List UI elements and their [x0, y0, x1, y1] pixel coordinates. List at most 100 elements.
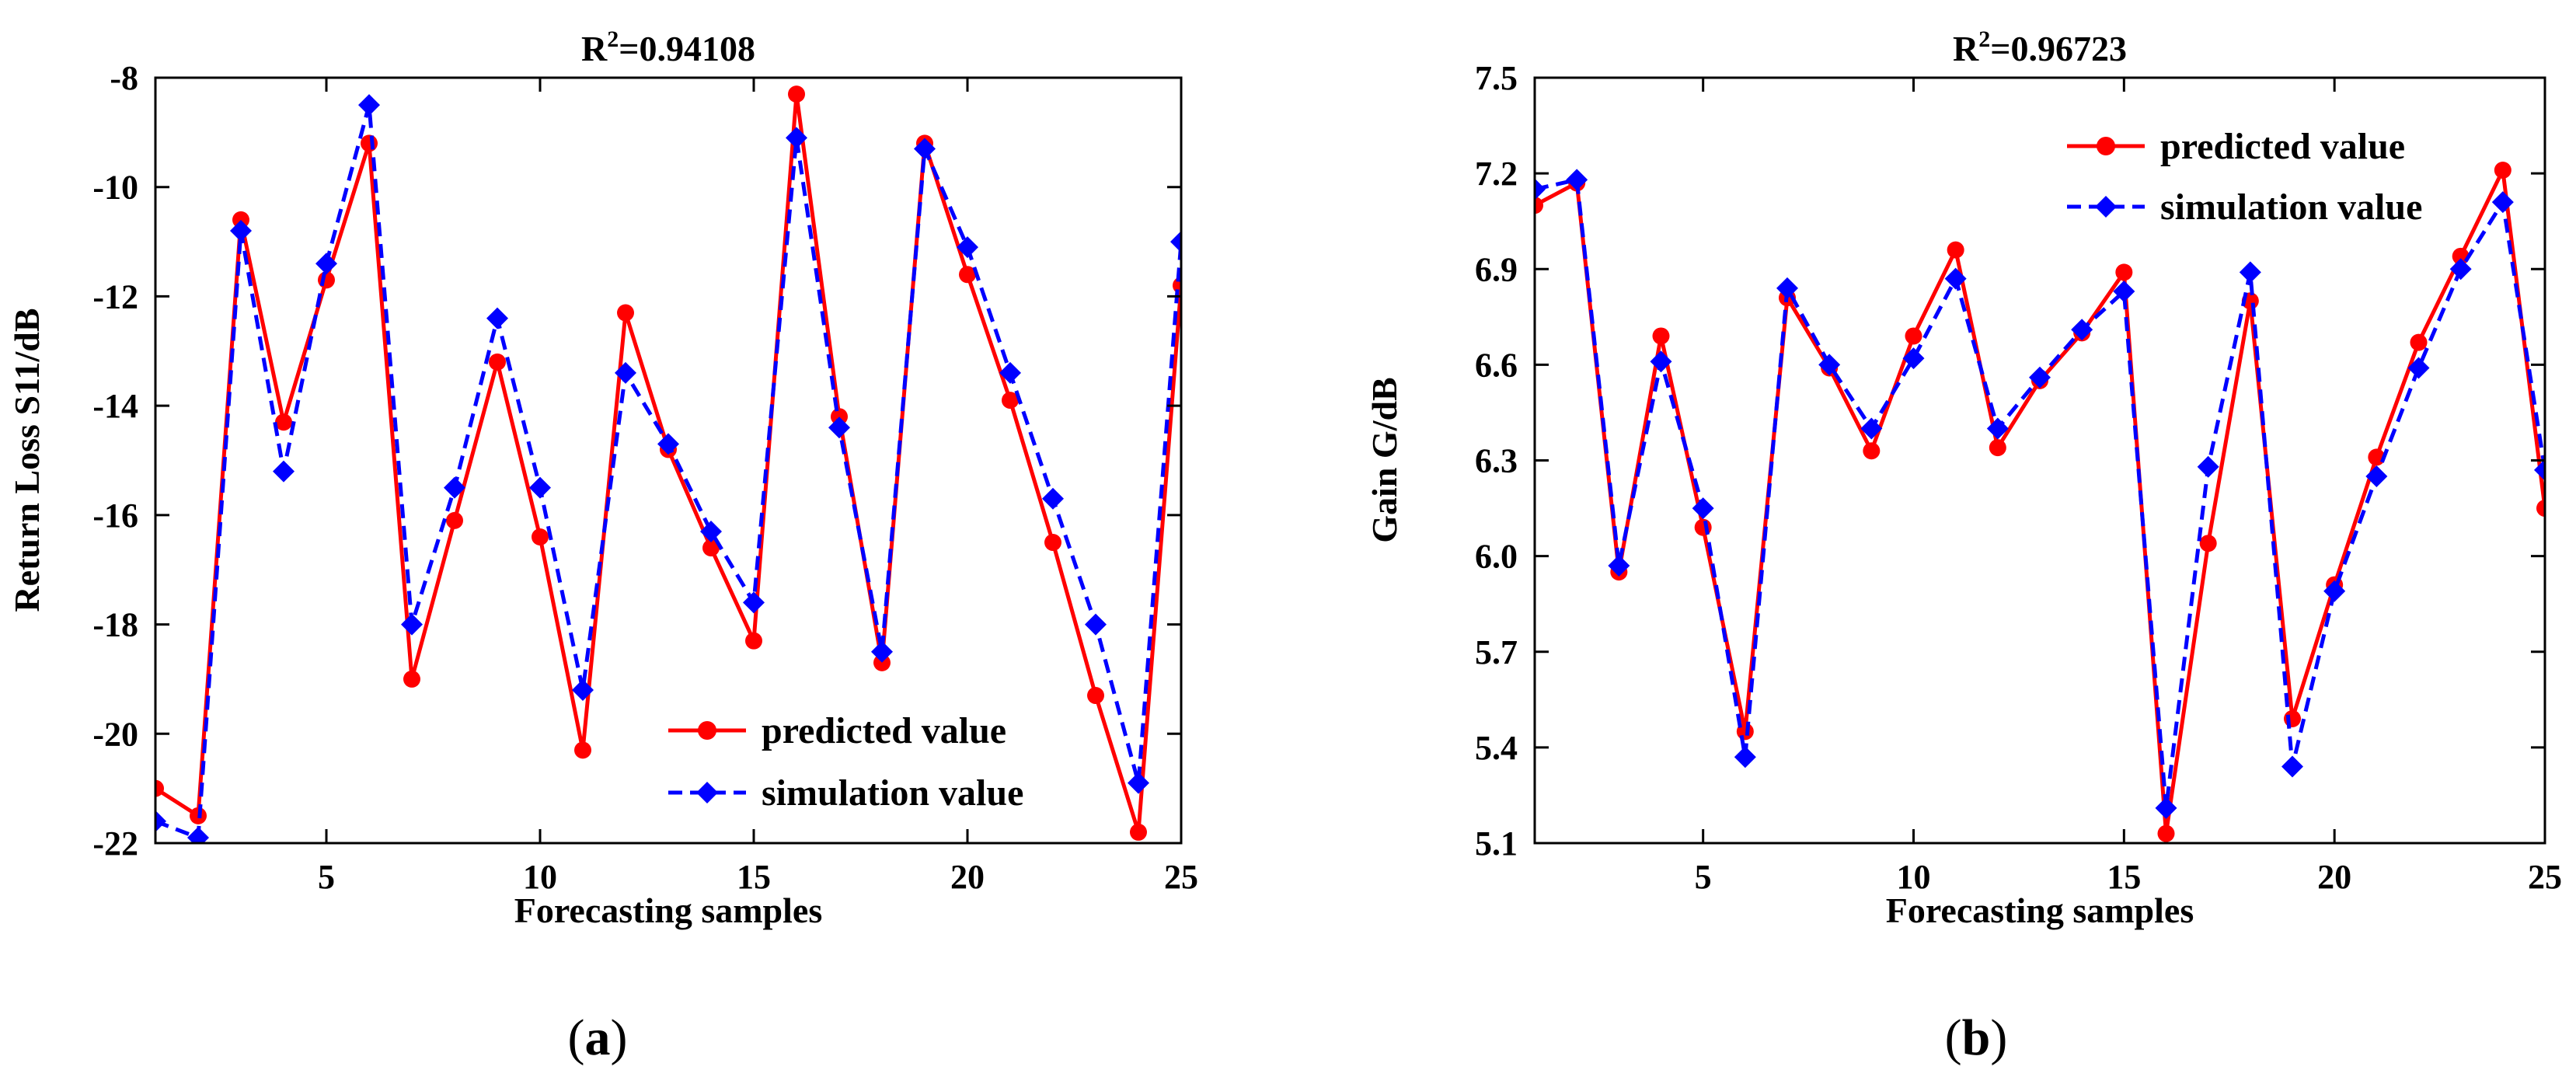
- data-point-simulation: [2113, 280, 2135, 302]
- data-point-simulation: [1170, 231, 1181, 253]
- data-point-simulation: [828, 417, 850, 439]
- data-point-predicted: [2115, 263, 2133, 281]
- x-tick-label: 5: [318, 858, 335, 896]
- data-point-simulation: [1986, 417, 2009, 440]
- data-point-simulation: [1734, 746, 1756, 769]
- data-point-simulation: [486, 307, 508, 329]
- series-line-simulation: [155, 103, 1181, 840]
- x-tick-label: 10: [1897, 858, 1931, 896]
- chart-title: R2=0.94108: [581, 26, 755, 68]
- data-point-simulation: [572, 679, 594, 701]
- x-tick-label: 15: [737, 858, 771, 896]
- data-point-predicted: [2410, 333, 2428, 351]
- data-point-predicted: [1863, 442, 1881, 460]
- x-axis-label: Forecasting samples: [514, 891, 823, 930]
- data-point-predicted: [232, 211, 249, 228]
- y-tick-label: -20: [92, 715, 138, 753]
- y-tick-label: 6.6: [1475, 346, 1518, 384]
- data-point-predicted: [2494, 162, 2512, 180]
- data-point-simulation: [871, 640, 893, 663]
- data-point-simulation: [2239, 261, 2261, 284]
- panel-b-gain-chart: 5 10 15 20 25 5.1 5.4 5.7 6.0 6.3 6.6 6.9 7.2 7.5 R2=…: [1365, 26, 2562, 1066]
- x-tick-label: 20: [2317, 858, 2351, 896]
- legend-marker-predicted: [698, 721, 716, 740]
- data-point-simulation: [273, 460, 295, 483]
- data-point-simulation: [957, 236, 978, 259]
- data-point-predicted: [959, 266, 976, 284]
- y-tick-label: -12: [92, 277, 138, 315]
- y-axis-label: Gain G/dB: [1365, 377, 1404, 542]
- data-point-simulation: [999, 361, 1021, 384]
- data-point-predicted: [617, 304, 634, 322]
- x-tick-label: 25: [2528, 858, 2562, 896]
- data-point-predicted: [831, 408, 848, 426]
- y-tick-label: 7.5: [1475, 59, 1518, 97]
- data-point-simulation: [786, 127, 807, 149]
- data-point-predicted: [1130, 823, 1147, 841]
- legend-label-predicted: predicted value: [762, 710, 1006, 751]
- data-point-predicted: [275, 413, 292, 431]
- data-point-predicted: [1087, 687, 1104, 705]
- legend-label-predicted: predicted value: [2160, 126, 2405, 167]
- data-point-simulation: [2071, 319, 2093, 341]
- data-point-predicted: [155, 779, 164, 797]
- data-point-predicted: [361, 134, 378, 152]
- series-line-predicted: [1535, 168, 2545, 836]
- data-point-simulation: [529, 476, 551, 499]
- data-point-simulation: [1128, 772, 1149, 794]
- data-point-simulation: [1776, 277, 1798, 299]
- panel-a-return-loss-chart: 5 10 15 20 25 -22 -20 -18 -16 -14 -12 -10 -8 R2=0.94…: [7, 26, 1198, 1066]
- data-point-simulation: [2365, 465, 2388, 488]
- data-point-simulation: [1860, 417, 1883, 440]
- x-tick-label: 15: [2107, 858, 2141, 896]
- data-point-predicted: [403, 670, 420, 688]
- data-point-predicted: [446, 511, 463, 529]
- y-tick-label: -16: [92, 497, 138, 535]
- legend-label-simulation: simulation value: [2160, 186, 2422, 228]
- y-tick-label: -8: [110, 59, 138, 97]
- data-point-predicted: [574, 741, 591, 759]
- data-point-simulation: [914, 138, 936, 160]
- data-point-simulation: [2281, 755, 2303, 778]
- y-tick-label: -22: [92, 824, 138, 863]
- x-axis-label: Forecasting samples: [1886, 891, 2194, 930]
- legend-marker-simulation: [2095, 196, 2117, 218]
- data-point-simulation: [401, 613, 423, 636]
- data-point-simulation: [2491, 191, 2514, 214]
- data-point-simulation: [743, 591, 765, 614]
- data-point-simulation: [2029, 366, 2051, 389]
- data-point-simulation: [1902, 347, 1925, 370]
- data-point-simulation: [1692, 497, 1714, 520]
- data-point-predicted: [2157, 824, 2175, 842]
- panel-label-a: (a): [568, 1009, 628, 1066]
- data-point-predicted: [873, 654, 891, 671]
- data-point-simulation: [1042, 487, 1064, 510]
- data-point-predicted: [2199, 535, 2217, 552]
- data-point-simulation: [2534, 458, 2545, 481]
- data-point-simulation: [1650, 350, 1672, 373]
- y-tick-label: 7.2: [1475, 155, 1518, 193]
- x-tick-label: 25: [1164, 858, 1198, 896]
- data-point-simulation: [2155, 796, 2177, 819]
- data-point-simulation: [1535, 178, 1546, 200]
- data-point-simulation: [2407, 357, 2430, 379]
- legend: predicted value simulation value: [668, 710, 1023, 814]
- y-tick-label: 6.3: [1475, 442, 1518, 480]
- data-point-predicted: [1535, 197, 1543, 214]
- panel-label-b: (b): [1945, 1009, 2008, 1066]
- data-point-predicted: [1652, 327, 1670, 345]
- data-point-simulation: [1818, 354, 1841, 376]
- data-point-simulation: [315, 253, 337, 275]
- data-point-simulation: [1944, 267, 1967, 290]
- data-point-predicted: [1044, 534, 1061, 552]
- data-point-predicted: [489, 353, 506, 371]
- data-point-simulation: [2449, 258, 2472, 281]
- data-point-simulation: [1085, 613, 1107, 636]
- y-tick-label: -18: [92, 606, 138, 644]
- x-tick-label: 20: [950, 858, 985, 896]
- data-point-predicted: [1989, 439, 2006, 457]
- data-point-predicted: [2536, 500, 2545, 518]
- data-point-simulation: [358, 94, 380, 117]
- data-point-simulation: [2323, 580, 2346, 602]
- y-tick-label: 6.9: [1475, 250, 1518, 288]
